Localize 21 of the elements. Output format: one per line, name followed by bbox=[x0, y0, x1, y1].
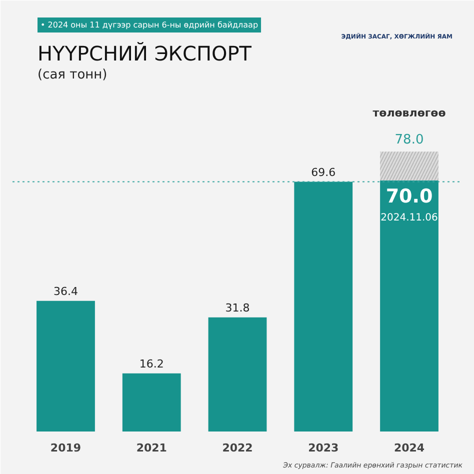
text: төлөвлөгөө bbox=[372, 106, 446, 120]
bar bbox=[294, 182, 353, 432]
chart-title: НҮҮРСНИЙ ЭКСПОРТ bbox=[38, 42, 252, 66]
data-label: 31.8 bbox=[225, 301, 250, 314]
annotation: 2024.11.06 bbox=[380, 212, 438, 224]
x-tick-label: 2019 bbox=[50, 442, 82, 454]
chart-subtitle: (сая тонн) bbox=[38, 68, 108, 82]
data-label: 70.0 bbox=[386, 185, 433, 208]
data-label: 36.4 bbox=[54, 284, 78, 298]
bar bbox=[36, 300, 95, 432]
data-label: 69.6 bbox=[311, 166, 336, 179]
x-tick-label: 2022 bbox=[222, 442, 253, 454]
data-label: 16.2 bbox=[139, 357, 164, 370]
x-tick-label: 2023 bbox=[308, 442, 339, 454]
bar bbox=[208, 317, 267, 432]
bar bbox=[380, 180, 438, 432]
total-label: 78.0 bbox=[394, 132, 424, 148]
bar bbox=[122, 373, 181, 432]
x-tick-label: 2021 bbox=[136, 442, 167, 454]
text: • 2024 оны 11 дүгээр сарын 6-ны өдрийн байдлаар bbox=[40, 20, 258, 30]
x-tick-label: 2024 bbox=[394, 442, 425, 454]
